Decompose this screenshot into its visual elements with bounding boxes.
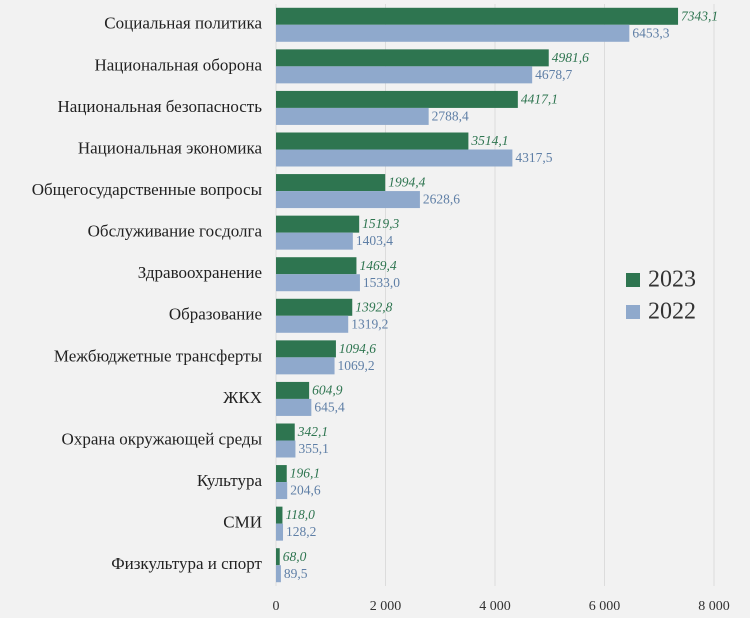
data-label: 2628,6 bbox=[423, 192, 460, 207]
y-tick-label: Социальная политика bbox=[104, 14, 262, 33]
data-label: 1403,4 bbox=[356, 233, 393, 248]
bar bbox=[276, 7, 679, 25]
y-tick-label: Межбюджетные трансферты bbox=[54, 346, 263, 365]
y-tick-label: Национальная безопасность bbox=[58, 97, 263, 116]
bar bbox=[276, 357, 335, 375]
bar bbox=[276, 506, 283, 524]
y-tick-label: Культура bbox=[197, 471, 263, 490]
data-label: 1519,3 bbox=[362, 216, 399, 231]
bar bbox=[276, 149, 513, 167]
data-label: 128,2 bbox=[286, 524, 316, 539]
bar bbox=[276, 381, 310, 399]
data-label: 355,1 bbox=[298, 441, 328, 456]
y-tick-label: Национальная оборона bbox=[94, 55, 262, 74]
bar bbox=[276, 24, 630, 42]
bar bbox=[276, 107, 429, 125]
data-label: 4317,5 bbox=[515, 150, 552, 165]
data-label: 7343,1 bbox=[681, 8, 718, 23]
bar bbox=[276, 523, 284, 541]
data-label: 196,1 bbox=[290, 466, 320, 481]
bar bbox=[276, 257, 357, 275]
y-tick-label: Обслуживание госдолга bbox=[88, 222, 263, 241]
data-label: 4678,7 bbox=[535, 67, 572, 82]
data-label: 604,9 bbox=[312, 383, 343, 398]
bar bbox=[276, 90, 518, 108]
data-label: 1469,4 bbox=[359, 258, 396, 273]
data-label: 2788,4 bbox=[432, 109, 469, 124]
legend-swatch bbox=[626, 273, 640, 287]
data-label: 1392,8 bbox=[355, 299, 392, 314]
data-label: 6453,3 bbox=[632, 25, 669, 40]
bar bbox=[276, 440, 296, 458]
data-label: 89,5 bbox=[284, 566, 308, 581]
data-label: 1533,0 bbox=[363, 275, 400, 290]
x-tick-label: 2 000 bbox=[370, 599, 402, 614]
data-label: 1994,4 bbox=[388, 175, 425, 190]
bar bbox=[276, 423, 295, 441]
bar bbox=[276, 215, 360, 233]
data-label: 4981,6 bbox=[552, 50, 589, 65]
x-tick-label: 4 000 bbox=[479, 599, 511, 614]
bar bbox=[276, 465, 287, 483]
y-tick-label: ЖКХ bbox=[223, 388, 262, 407]
bar bbox=[276, 340, 336, 358]
bar bbox=[276, 191, 420, 209]
y-tick-label: Физкультура и спорт bbox=[111, 554, 262, 573]
y-tick-label: СМИ bbox=[223, 513, 262, 532]
data-label: 68,0 bbox=[283, 549, 307, 564]
x-tick-label: 0 bbox=[273, 599, 280, 614]
bar bbox=[276, 315, 349, 333]
data-label: 118,0 bbox=[285, 507, 315, 522]
data-label: 204,6 bbox=[290, 483, 321, 498]
data-label: 1319,2 bbox=[351, 316, 388, 331]
data-label: 645,4 bbox=[314, 400, 345, 415]
bar bbox=[276, 482, 288, 500]
y-tick-label: Общегосударственные вопросы bbox=[32, 180, 263, 199]
legend-label: 2022 bbox=[648, 299, 696, 325]
y-tick-label: Образование bbox=[169, 305, 262, 324]
x-tick-label: 6 000 bbox=[589, 599, 621, 614]
bar bbox=[276, 398, 312, 416]
bar bbox=[276, 49, 549, 67]
data-label: 1094,6 bbox=[339, 341, 376, 356]
y-tick-label: Охрана окружающей среды bbox=[62, 429, 263, 448]
data-label: 342,1 bbox=[297, 424, 328, 439]
bar bbox=[276, 232, 353, 250]
bar bbox=[276, 274, 360, 292]
y-tick-label: Национальная экономика bbox=[78, 138, 263, 157]
bar bbox=[276, 132, 469, 150]
data-label: 3514,1 bbox=[470, 133, 508, 148]
data-label: 1069,2 bbox=[338, 358, 375, 373]
bar bbox=[276, 174, 386, 192]
bar bbox=[276, 548, 280, 566]
bar bbox=[276, 298, 353, 316]
y-tick-label: Здравоохранение bbox=[138, 263, 262, 282]
bar bbox=[276, 66, 533, 84]
data-label: 4417,1 bbox=[521, 92, 558, 107]
x-tick-label: 8 000 bbox=[698, 599, 730, 614]
legend-label: 2023 bbox=[648, 267, 696, 293]
legend-swatch bbox=[626, 305, 640, 319]
bar bbox=[276, 565, 281, 583]
